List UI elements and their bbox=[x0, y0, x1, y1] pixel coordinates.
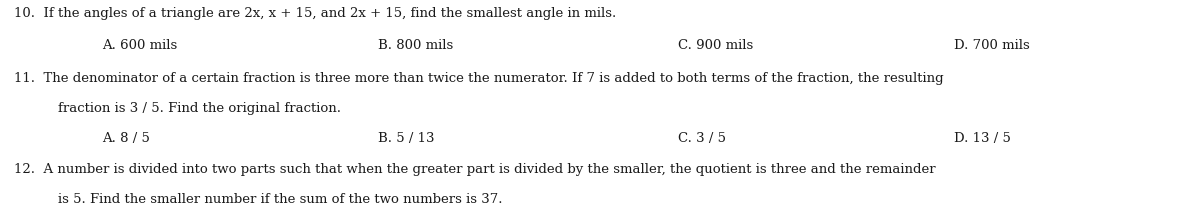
Text: B. 800 mils: B. 800 mils bbox=[378, 39, 454, 52]
Text: 12.  A number is divided into two parts such that when the greater part is divid: 12. A number is divided into two parts s… bbox=[14, 163, 936, 176]
Text: C. 900 mils: C. 900 mils bbox=[678, 39, 754, 52]
Text: fraction is 3 / 5. Find the original fraction.: fraction is 3 / 5. Find the original fra… bbox=[58, 102, 341, 115]
Text: is 5. Find the smaller number if the sum of the two numbers is 37.: is 5. Find the smaller number if the sum… bbox=[58, 193, 502, 206]
Text: 11.  The denominator of a certain fraction is three more than twice the numerato: 11. The denominator of a certain fractio… bbox=[14, 72, 944, 85]
Text: A. 600 mils: A. 600 mils bbox=[102, 39, 178, 52]
Text: D. 700 mils: D. 700 mils bbox=[954, 39, 1030, 52]
Text: 10.  If the angles of a triangle are 2x, x + 15, and 2x + 15, find the smallest : 10. If the angles of a triangle are 2x, … bbox=[14, 7, 617, 19]
Text: C. 3 / 5: C. 3 / 5 bbox=[678, 132, 726, 145]
Text: B. 5 / 13: B. 5 / 13 bbox=[378, 132, 434, 145]
Text: D. 13 / 5: D. 13 / 5 bbox=[954, 132, 1010, 145]
Text: A. 8 / 5: A. 8 / 5 bbox=[102, 132, 150, 145]
